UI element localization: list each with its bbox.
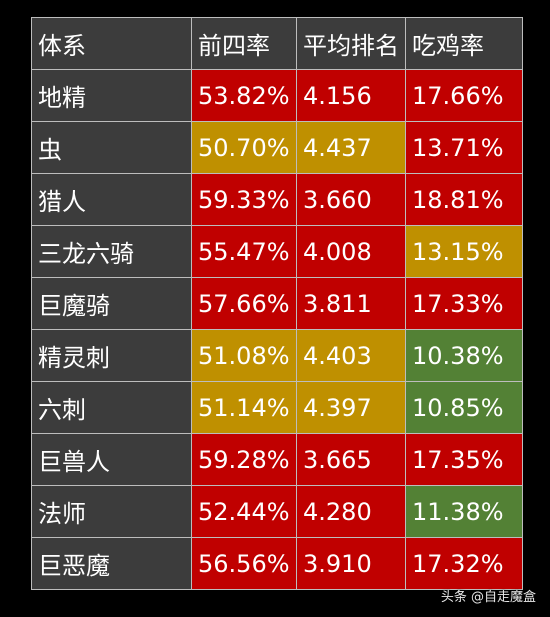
average-rank-cell: 4.008: [296, 225, 406, 278]
top4-rate-cell: 53.82%: [191, 69, 297, 122]
lineup-name-cell: 巨兽人: [31, 433, 192, 486]
lineup-name-cell: 三龙六骑: [31, 225, 192, 278]
lineup-name-cell: 巨魔骑: [31, 277, 192, 330]
table-row: 法师 52.44% 4.280 11.38%: [31, 485, 523, 538]
top4-rate-cell: 50.70%: [191, 121, 297, 174]
header-top4-rate: 前四率: [191, 17, 297, 70]
win-rate-cell: 18.81%: [405, 173, 523, 226]
stats-table: 体系 前四率 平均排名 吃鸡率 地精 53.82% 4.156 17.66% 虫 50.7…: [31, 17, 523, 590]
win-rate-cell: 17.32%: [405, 537, 523, 590]
lineup-name-cell: 猎人: [31, 173, 192, 226]
top4-rate-cell: 59.28%: [191, 433, 297, 486]
watermark: 头条 @自走魔盒: [440, 590, 536, 605]
win-rate-cell: 13.15%: [405, 225, 523, 278]
win-rate-cell: 17.33%: [405, 277, 523, 330]
average-rank-cell: 4.156: [296, 69, 406, 122]
top4-rate-cell: 56.56%: [191, 537, 297, 590]
header-row: 体系 前四率 平均排名 吃鸡率: [31, 17, 523, 70]
table-row: 猎人 59.33% 3.660 18.81%: [31, 173, 523, 226]
table-row: 精灵刺 51.08% 4.403 10.38%: [31, 329, 523, 382]
table-row: 巨魔骑 57.66% 3.811 17.33%: [31, 277, 523, 330]
lineup-name-cell: 六刺: [31, 381, 192, 434]
table-row: 巨恶魔 56.56% 3.910 17.32%: [31, 537, 523, 590]
win-rate-cell: 11.38%: [405, 485, 523, 538]
table-row: 巨兽人 59.28% 3.665 17.35%: [31, 433, 523, 486]
table-row: 地精 53.82% 4.156 17.66%: [31, 69, 523, 122]
lineup-name-cell: 地精: [31, 69, 192, 122]
win-rate-cell: 10.85%: [405, 381, 523, 434]
top4-rate-cell: 59.33%: [191, 173, 297, 226]
top4-rate-cell: 57.66%: [191, 277, 297, 330]
lineup-name-cell: 法师: [31, 485, 192, 538]
top4-rate-cell: 55.47%: [191, 225, 297, 278]
average-rank-cell: 4.403: [296, 329, 406, 382]
average-rank-cell: 3.660: [296, 173, 406, 226]
lineup-name-cell: 精灵刺: [31, 329, 192, 382]
average-rank-cell: 4.437: [296, 121, 406, 174]
average-rank-cell: 4.397: [296, 381, 406, 434]
table-row: 虫 50.70% 4.437 13.71%: [31, 121, 523, 174]
win-rate-cell: 10.38%: [405, 329, 523, 382]
table-row: 三龙六骑 55.47% 4.008 13.15%: [31, 225, 523, 278]
win-rate-cell: 13.71%: [405, 121, 523, 174]
lineup-name-cell: 巨恶魔: [31, 537, 192, 590]
average-rank-cell: 4.280: [296, 485, 406, 538]
win-rate-cell: 17.35%: [405, 433, 523, 486]
table-row: 六刺 51.14% 4.397 10.85%: [31, 381, 523, 434]
top4-rate-cell: 51.14%: [191, 381, 297, 434]
average-rank-cell: 3.811: [296, 277, 406, 330]
header-lineup: 体系: [31, 17, 192, 70]
average-rank-cell: 3.665: [296, 433, 406, 486]
top4-rate-cell: 51.08%: [191, 329, 297, 382]
lineup-name-cell: 虫: [31, 121, 192, 174]
average-rank-cell: 3.910: [296, 537, 406, 590]
header-average-rank: 平均排名: [296, 17, 406, 70]
top4-rate-cell: 52.44%: [191, 485, 297, 538]
table-body: 地精 53.82% 4.156 17.66% 虫 50.70% 4.437 13.71% 猎人 5…: [31, 69, 523, 590]
header-win-rate: 吃鸡率: [405, 17, 523, 70]
win-rate-cell: 17.66%: [405, 69, 523, 122]
